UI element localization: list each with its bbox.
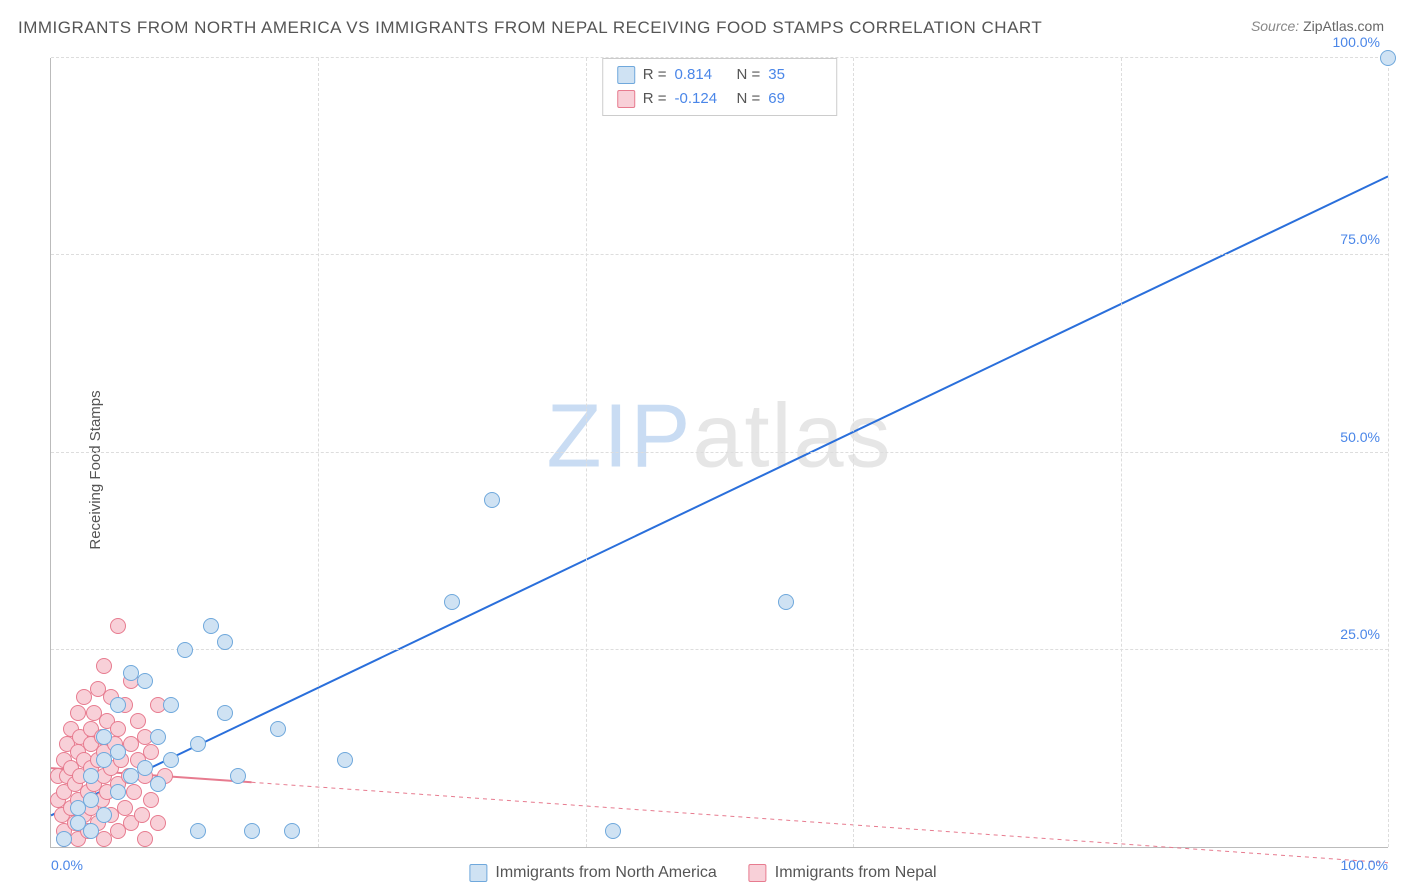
data-point [130, 713, 146, 729]
data-point [110, 744, 126, 760]
data-point [96, 807, 112, 823]
legend-swatch-1 [469, 864, 487, 882]
data-point [605, 823, 621, 839]
data-point [163, 752, 179, 768]
r-value-1: 0.814 [675, 63, 729, 87]
y-tick-label: 50.0% [1340, 429, 1380, 445]
chart-title: IMMIGRANTS FROM NORTH AMERICA VS IMMIGRA… [18, 18, 1042, 38]
data-point [143, 792, 159, 808]
r-label-1: R = [643, 63, 667, 87]
data-point [117, 800, 133, 816]
data-point [126, 784, 142, 800]
x-tick-max: 100.0% [1341, 857, 1388, 873]
data-point [217, 705, 233, 721]
watermark-zip: ZIP [546, 386, 692, 486]
watermark: ZIPatlas [546, 385, 892, 488]
legend-item-1: Immigrants from North America [469, 864, 716, 882]
trend-lines-svg [51, 58, 1388, 847]
data-point [56, 831, 72, 847]
data-point [137, 673, 153, 689]
source-label: Source: [1251, 18, 1299, 34]
data-point [190, 736, 206, 752]
data-point [137, 831, 153, 847]
data-point [230, 768, 246, 784]
data-point [163, 697, 179, 713]
chart-container: Receiving Food Stamps ZIPatlas R = 0.814… [0, 48, 1406, 892]
source-value: ZipAtlas.com [1303, 18, 1384, 34]
data-point [244, 823, 260, 839]
data-point [110, 618, 126, 634]
gridline-h [51, 254, 1388, 255]
data-point [203, 618, 219, 634]
gridline-v [586, 58, 587, 847]
gridline-v [853, 58, 854, 847]
y-tick-label: 75.0% [1340, 231, 1380, 247]
y-tick-label: 100.0% [1333, 34, 1380, 50]
data-point [217, 634, 233, 650]
data-point [484, 492, 500, 508]
legend-label-2: Immigrants from Nepal [775, 864, 937, 882]
gridline-h [51, 649, 1388, 650]
data-point [778, 594, 794, 610]
data-point [110, 697, 126, 713]
x-tick-min: 0.0% [51, 857, 83, 873]
data-point [150, 815, 166, 831]
data-point [70, 705, 86, 721]
plot-area: ZIPatlas R = 0.814 N = 35 R = -0.124 N =… [50, 58, 1388, 848]
stats-row-series-1: R = 0.814 N = 35 [617, 63, 823, 87]
stats-row-series-2: R = -0.124 N = 69 [617, 87, 823, 111]
r-label-2: R = [643, 87, 667, 111]
correlation-stats-box: R = 0.814 N = 35 R = -0.124 N = 69 [602, 58, 838, 116]
data-point [134, 807, 150, 823]
gridline-h [51, 452, 1388, 453]
n-value-1: 35 [768, 63, 822, 87]
r-value-2: -0.124 [675, 87, 729, 111]
data-point [337, 752, 353, 768]
data-point [83, 823, 99, 839]
data-point [110, 784, 126, 800]
n-label-1: N = [737, 63, 761, 87]
source-attribution: Source: ZipAtlas.com [1251, 18, 1384, 34]
data-point [96, 658, 112, 674]
data-point [137, 760, 153, 776]
legend-item-2: Immigrants from Nepal [749, 864, 937, 882]
trend-line [51, 176, 1388, 815]
legend-label-1: Immigrants from North America [495, 864, 716, 882]
data-point [270, 721, 286, 737]
watermark-atlas: atlas [692, 386, 892, 486]
bottom-legend: Immigrants from North America Immigrants… [469, 864, 936, 882]
gridline-v [1121, 58, 1122, 847]
swatch-series-1 [617, 66, 635, 84]
swatch-series-2 [617, 90, 635, 108]
gridline-v [318, 58, 319, 847]
data-point [1380, 50, 1396, 66]
data-point [83, 792, 99, 808]
data-point [284, 823, 300, 839]
data-point [83, 768, 99, 784]
gridline-v [1388, 58, 1389, 847]
data-point [96, 729, 112, 745]
n-label-2: N = [737, 87, 761, 111]
y-tick-label: 25.0% [1340, 626, 1380, 642]
data-point [150, 776, 166, 792]
legend-swatch-2 [749, 864, 767, 882]
trend-line [252, 782, 1388, 862]
data-point [190, 823, 206, 839]
data-point [143, 744, 159, 760]
data-point [444, 594, 460, 610]
data-point [150, 729, 166, 745]
data-point [177, 642, 193, 658]
gridline-h [51, 57, 1388, 58]
n-value-2: 69 [768, 87, 822, 111]
